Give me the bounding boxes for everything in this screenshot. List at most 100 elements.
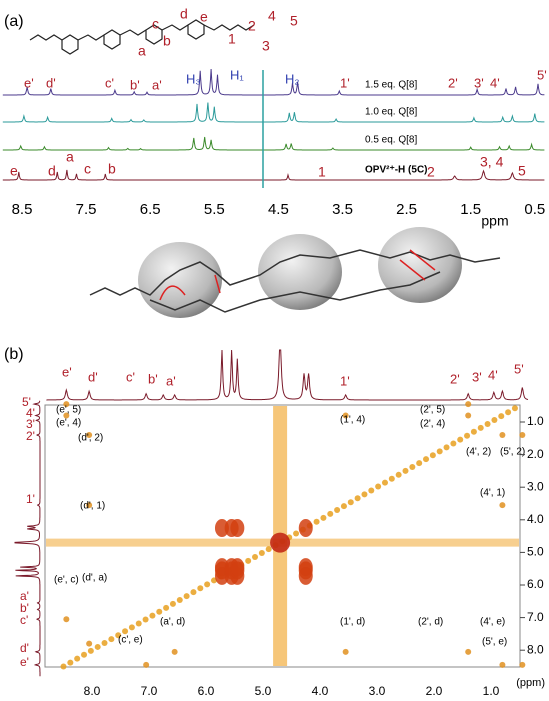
- x-tick-label: 5.0: [255, 684, 272, 698]
- peak-label: 3': [26, 417, 35, 431]
- cross-peak: [354, 495, 361, 502]
- peak-label: 4': [26, 406, 35, 420]
- x-tick-label: 3.5: [332, 201, 353, 218]
- structure-label: a: [138, 43, 146, 59]
- spectrum: [46, 349, 529, 401]
- cross-peak-label: (2', 4): [420, 419, 445, 430]
- cross-peak: [101, 640, 108, 647]
- peak-label: 5: [518, 163, 526, 179]
- peak-label: a': [166, 373, 176, 388]
- x-tick-label: 2.5: [396, 201, 417, 218]
- cross-peak-label: (e', c): [54, 575, 79, 586]
- cross-peak: [204, 581, 211, 588]
- peak-label: b': [148, 371, 158, 386]
- cross-peak-label: (2', d): [418, 617, 443, 628]
- cross-peak: [499, 432, 506, 439]
- spectrum: [2, 68, 545, 96]
- cross-peak: [342, 412, 349, 419]
- y-tick-label: 6.0: [527, 577, 544, 591]
- cross-peak: [63, 412, 70, 419]
- cross-peak: [190, 589, 197, 596]
- cross-peak: [135, 620, 142, 627]
- cross-peak-label: (4', 1): [480, 488, 505, 499]
- cross-peak: [368, 487, 375, 494]
- cross-peak-label: (4', e): [480, 617, 505, 628]
- cross-peak: [402, 467, 409, 474]
- x-tick-label: 3.0: [369, 684, 386, 698]
- x-tick-label: 1.5: [460, 201, 481, 218]
- x-tick-label: 8.0: [84, 684, 101, 698]
- peak-label: b: [108, 161, 116, 177]
- cross-peak: [361, 491, 368, 498]
- cross-peak-label: (d', a): [82, 573, 107, 584]
- x-tick-label: 0.5: [524, 201, 545, 218]
- cross-peak: [320, 514, 327, 521]
- x-axis-label: (ppm): [516, 677, 545, 689]
- x-tick-label: 6.5: [140, 201, 161, 218]
- cross-peak: [436, 448, 443, 455]
- cross-peak: [245, 557, 252, 564]
- cross-peak: [484, 420, 491, 427]
- cross-peak: [142, 616, 149, 623]
- peak-label: 5': [22, 395, 31, 409]
- peak-label: c': [105, 75, 114, 90]
- cross-peak: [94, 643, 101, 650]
- peak-label: e': [24, 75, 34, 90]
- cross-peak: [67, 659, 74, 666]
- cross-peak: [519, 432, 526, 439]
- cross-peak: [499, 502, 506, 509]
- x-tick-label: 1.0: [483, 684, 500, 698]
- spectrum-legend: 0.5 eq. Q[8]: [365, 135, 417, 146]
- cross-peak: [86, 640, 93, 647]
- cross-peak: [214, 518, 229, 537]
- cross-peak: [423, 456, 430, 463]
- cross-peak: [128, 624, 135, 631]
- cross-peak: [465, 401, 472, 408]
- spectrum-legend: 1.0 eq. Q[8]: [365, 107, 417, 118]
- cross-peak: [519, 661, 526, 668]
- cross-peak: [313, 518, 320, 525]
- peak-label: c: [84, 161, 91, 177]
- structure-label: e: [200, 9, 208, 25]
- cross-peak: [381, 479, 388, 486]
- peak-label: 2': [26, 429, 35, 443]
- structure-label: d: [180, 6, 188, 22]
- cross-peak: [457, 436, 464, 443]
- cross-peak: [491, 417, 498, 424]
- cross-peak: [498, 413, 505, 420]
- cross-peak: [416, 460, 423, 467]
- cross-peak: [443, 444, 450, 451]
- x-tick-label: 2.0: [426, 684, 443, 698]
- cross-peak: [470, 428, 477, 435]
- peak-label: b': [130, 77, 140, 92]
- peak-label: d': [46, 75, 56, 90]
- cross-peak: [464, 432, 471, 439]
- cross-peak: [465, 648, 472, 655]
- peak-label: H₁: [230, 67, 244, 82]
- cross-peak: [156, 608, 163, 615]
- y-tick-label: 7.0: [527, 610, 544, 624]
- x-tick-label: 6.0: [198, 684, 215, 698]
- peak-label: 2: [427, 164, 435, 180]
- peak-label: 5': [514, 361, 524, 376]
- structure-label: 4: [268, 8, 276, 24]
- spectrum: [2, 169, 545, 181]
- molecule-structure: [29, 19, 255, 55]
- cross-peak: [63, 401, 70, 408]
- x-tick-label: 8.5: [12, 201, 33, 218]
- cross-peak: [74, 655, 81, 662]
- cartoon: [89, 227, 501, 318]
- cross-peak: [87, 647, 94, 654]
- panel-label: (a): [4, 13, 24, 30]
- cross-peak: [293, 530, 300, 537]
- cross-peak: [169, 600, 176, 607]
- y-tick-label: 1.0: [527, 414, 544, 428]
- cross-peak: [388, 475, 395, 482]
- cross-peak: [258, 550, 265, 557]
- peak-label: e': [62, 364, 72, 379]
- cross-peak: [375, 483, 382, 490]
- peak-label: 4': [490, 75, 500, 90]
- cross-peak: [183, 593, 190, 600]
- structure-label: 5: [290, 13, 298, 29]
